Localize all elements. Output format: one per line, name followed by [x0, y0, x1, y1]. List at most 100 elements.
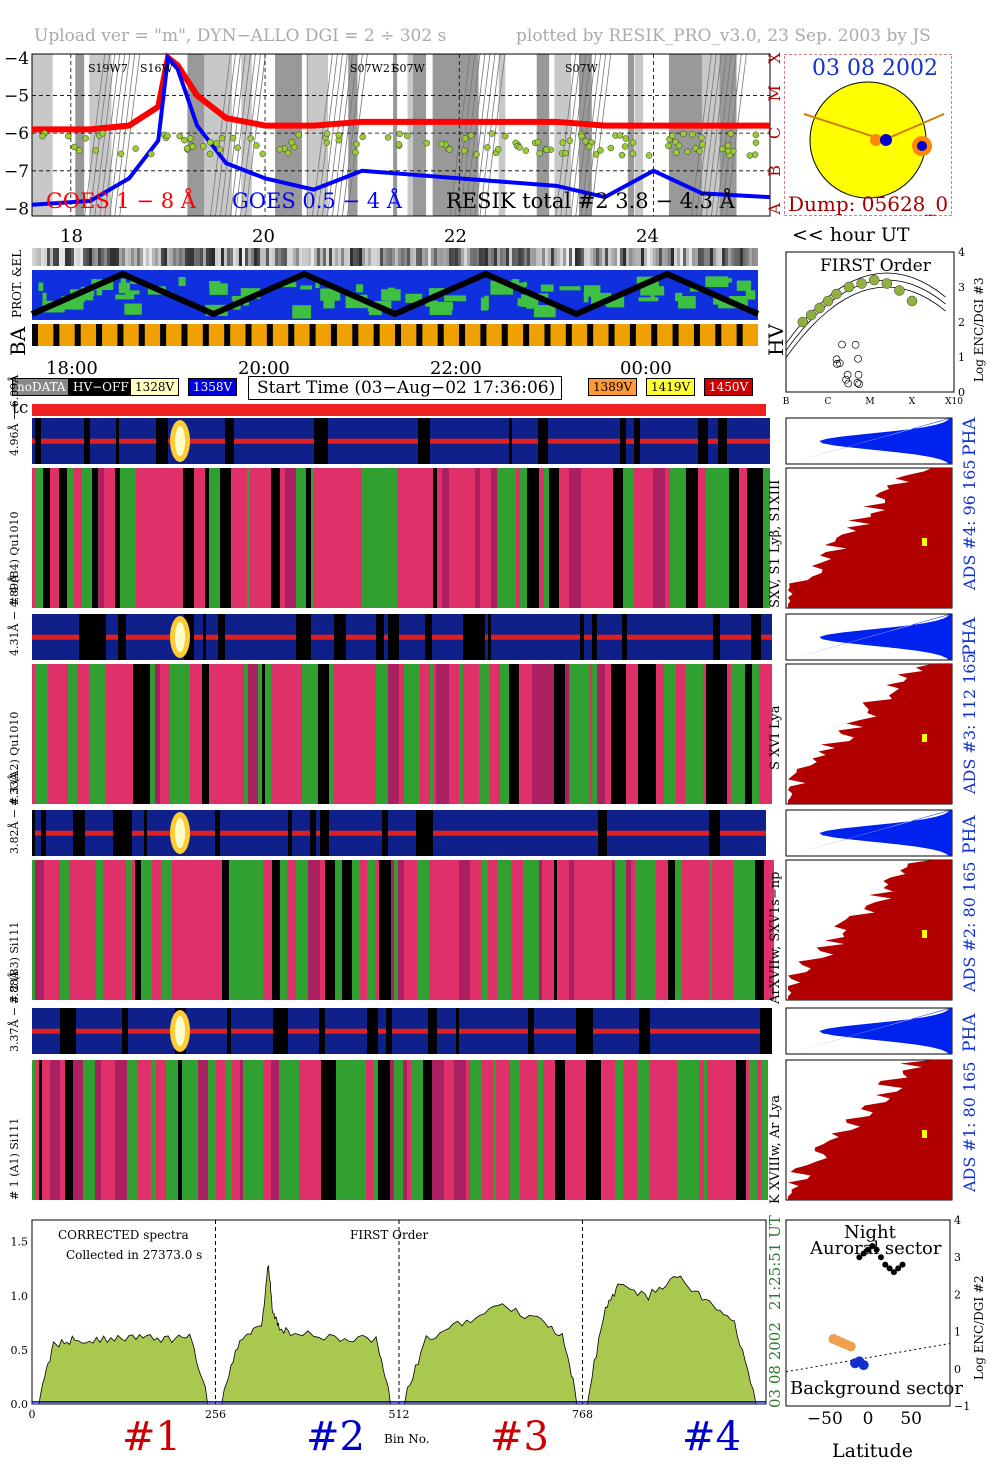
prot-bar-cell [539, 248, 542, 266]
ba-gap [523, 324, 530, 346]
spectrum-area-2 [221, 1265, 391, 1405]
prot-bar-cell [755, 248, 758, 266]
prot-bar-cell [233, 248, 236, 266]
pha-column [73, 1008, 76, 1054]
resik-point [592, 151, 600, 158]
pha-peak [726, 830, 735, 836]
pha-peak [41, 438, 52, 444]
pha-peak [523, 830, 530, 836]
spec-column [449, 664, 452, 804]
ads-histogram [785, 467, 953, 609]
spec-column [354, 1060, 366, 1200]
spec-column [35, 1060, 39, 1200]
spec-column [225, 1060, 232, 1200]
cs-title: CORRECTED spectra [58, 1228, 189, 1242]
pha-column [156, 418, 168, 464]
fo-open-point [854, 370, 863, 379]
pha-column [296, 614, 308, 660]
pha-column [488, 614, 491, 660]
fo-xtick: X10 [945, 397, 963, 407]
prot-bar-cell [359, 248, 362, 266]
prot-bar-cell [371, 248, 374, 266]
corrected-spectrum-plot: 0 256 512 768 0.0 0.5 1.0 1.5 [11, 1219, 767, 1421]
pha-peak [618, 634, 622, 640]
spec-column [468, 664, 479, 804]
pha-column [592, 614, 597, 660]
prot-bar-cell [515, 248, 518, 266]
pha-peak [192, 1028, 204, 1034]
resik-point [423, 139, 431, 147]
spec-column [746, 860, 755, 1000]
prot-bar-cell [689, 248, 692, 266]
spec-column [520, 468, 527, 608]
spec-column [336, 468, 345, 608]
resik-point [696, 147, 703, 155]
spec-column [699, 1060, 704, 1200]
prot-bar-cell [113, 248, 116, 266]
pha-peak [562, 438, 569, 444]
time-tick-2200: 22:00 [430, 358, 482, 379]
pha-peak [406, 438, 418, 444]
pha-peak [236, 830, 241, 836]
header-right: plotted by RESIK_PRO_v3.0, 23 Sep. 2003 … [516, 26, 931, 46]
pha-column [388, 614, 399, 660]
ads-marker [922, 734, 927, 742]
saa-hatch [555, 53, 577, 217]
spec-column [366, 1060, 373, 1200]
prot-el-label: PROT. &EL [10, 249, 24, 318]
background-point [845, 1341, 856, 1352]
fo-open-point [842, 375, 850, 384]
pha-peak [355, 1028, 367, 1034]
spec-column [752, 1060, 757, 1200]
pha-column [218, 614, 225, 660]
spec-column [390, 1060, 394, 1200]
pha-peak [209, 1028, 220, 1034]
prot-bar-cell [431, 248, 434, 266]
pha-peak [159, 830, 167, 836]
pha-peak [743, 1028, 752, 1034]
pha-peak [492, 830, 495, 836]
legend-1328v: 1328V [130, 378, 180, 396]
spec-column [686, 468, 698, 608]
spec-column [302, 664, 310, 804]
fo-open-point [855, 380, 863, 388]
prot-bar-cell [674, 248, 677, 266]
pha-peak [700, 830, 709, 836]
pha-peak [194, 438, 206, 444]
pha-peak [46, 830, 49, 836]
prot-bar-cell [116, 248, 119, 266]
goes-ytick: −6 [4, 124, 29, 144]
spec-column [635, 860, 642, 1000]
resik-point [76, 147, 83, 154]
pha-peak [473, 1028, 478, 1034]
prot-bar-cell [104, 248, 107, 266]
spec-column [271, 1060, 279, 1200]
prot-bar-cell [671, 248, 674, 266]
spec-column [232, 1060, 240, 1200]
pha-peak [698, 634, 709, 640]
resik-point [488, 130, 496, 137]
pha-peak [340, 438, 344, 444]
spec-column [228, 664, 234, 804]
pha-peak [640, 634, 646, 640]
pha-peak [432, 634, 441, 640]
spec-column [101, 1060, 112, 1200]
spec-column [543, 1060, 555, 1200]
pha-column [60, 1008, 69, 1054]
spec-column [736, 1060, 746, 1200]
spec-column [296, 860, 308, 1000]
prot-bar-cell [617, 248, 620, 266]
prot-bar-cell [566, 248, 569, 266]
particle-patch [511, 279, 520, 285]
spec-column [656, 664, 664, 804]
spec-column [90, 860, 96, 1000]
prot-bar-cell [470, 248, 473, 266]
pha-peak [473, 438, 477, 444]
pha-column [273, 1008, 280, 1054]
spec-column [132, 860, 135, 1000]
spec-column [105, 664, 111, 804]
spec-column [422, 468, 430, 608]
region-tag: S07W [565, 62, 599, 75]
sun-dump: Dump: 05628_0 [788, 192, 949, 216]
prot-bar-cell [692, 248, 695, 266]
